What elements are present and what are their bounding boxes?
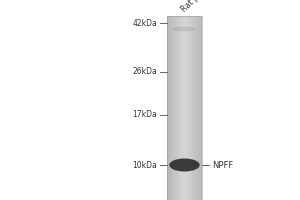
- Bar: [178, 16, 179, 200]
- Bar: [183, 16, 184, 200]
- Bar: [167, 16, 202, 200]
- Bar: [171, 16, 172, 200]
- Ellipse shape: [169, 158, 200, 171]
- Bar: [198, 16, 199, 200]
- Bar: [186, 16, 187, 200]
- Bar: [184, 16, 185, 200]
- Bar: [174, 16, 175, 200]
- Text: NPFF: NPFF: [212, 160, 233, 169]
- Bar: [192, 16, 193, 200]
- Bar: [176, 16, 177, 200]
- Bar: [195, 16, 196, 200]
- Text: Rat plasma: Rat plasma: [180, 0, 218, 14]
- Bar: [200, 16, 201, 200]
- Bar: [189, 16, 190, 200]
- Text: 42kDa: 42kDa: [133, 19, 157, 27]
- Bar: [188, 16, 189, 200]
- Bar: [194, 16, 195, 200]
- Bar: [191, 16, 192, 200]
- Bar: [199, 16, 200, 200]
- Bar: [169, 16, 170, 200]
- Ellipse shape: [172, 26, 197, 31]
- Bar: [193, 16, 194, 200]
- Text: 17kDa: 17kDa: [133, 110, 157, 119]
- Text: 26kDa: 26kDa: [133, 68, 157, 76]
- Bar: [201, 16, 202, 200]
- Bar: [187, 16, 188, 200]
- Bar: [185, 16, 186, 200]
- Bar: [172, 16, 173, 200]
- Bar: [181, 16, 182, 200]
- Bar: [179, 16, 180, 200]
- Bar: [167, 16, 168, 200]
- Bar: [175, 16, 176, 200]
- Bar: [173, 16, 174, 200]
- Text: 10kDa: 10kDa: [133, 160, 157, 169]
- Bar: [196, 16, 197, 200]
- Bar: [177, 16, 178, 200]
- Bar: [182, 16, 183, 200]
- Bar: [180, 16, 181, 200]
- Bar: [190, 16, 191, 200]
- Bar: [197, 16, 198, 200]
- Bar: [168, 16, 169, 200]
- Bar: [170, 16, 171, 200]
